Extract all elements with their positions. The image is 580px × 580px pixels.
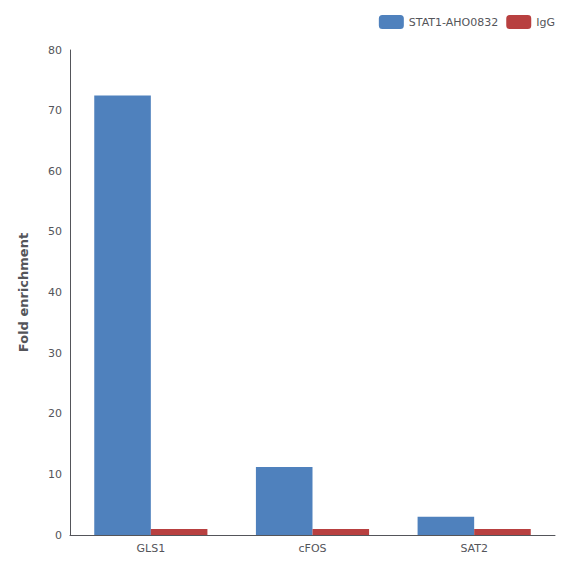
svg-text:Fold enrichment: Fold enrichment xyxy=(16,233,31,352)
svg-text:cFOS: cFOS xyxy=(298,542,326,555)
svg-text:80: 80 xyxy=(48,44,62,57)
svg-text:40: 40 xyxy=(48,286,62,299)
svg-text:IgG: IgG xyxy=(536,16,555,29)
svg-text:10: 10 xyxy=(48,468,62,481)
svg-text:50: 50 xyxy=(48,225,62,238)
svg-text:30: 30 xyxy=(48,347,62,360)
svg-text:SAT2: SAT2 xyxy=(460,542,488,555)
svg-text:60: 60 xyxy=(48,165,62,178)
svg-text:20: 20 xyxy=(48,407,62,420)
svg-text:STAT1-AHO0832: STAT1-AHO0832 xyxy=(409,16,498,29)
svg-text:70: 70 xyxy=(48,104,62,117)
svg-text:GLS1: GLS1 xyxy=(137,542,166,555)
svg-text:0: 0 xyxy=(55,529,62,542)
